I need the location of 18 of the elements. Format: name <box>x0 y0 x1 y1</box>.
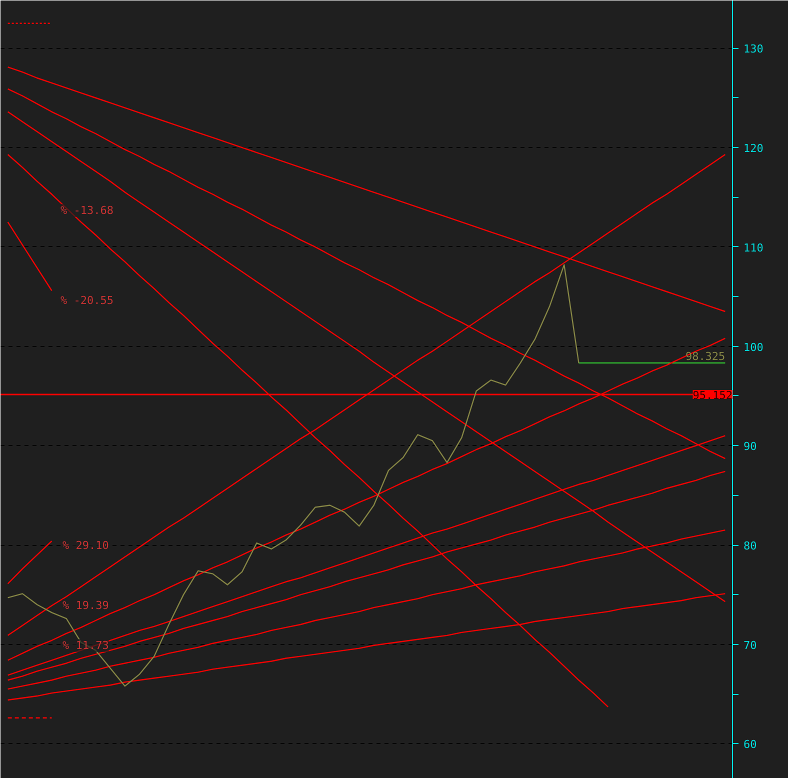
y-tick-label: 90 <box>744 440 757 454</box>
ref-line-label: 95.152 <box>692 388 733 402</box>
y-tick-label: 60 <box>744 738 757 752</box>
data-label: 98.325 <box>685 350 726 363</box>
annotation: % 19.39 <box>62 599 109 612</box>
line-series <box>7 221 52 292</box>
annotation: % 29.10 <box>62 539 109 552</box>
y-tick-label: 130 <box>744 42 764 56</box>
y-tick-label: 110 <box>744 241 764 254</box>
line-series <box>7 540 52 584</box>
y-tick-label: 80 <box>744 540 757 552</box>
annotation: % 11.73 <box>62 639 109 652</box>
y-tick-label: 120 <box>744 142 764 156</box>
annotation: % -20.55 <box>60 294 114 307</box>
y-tick-label: 100 <box>744 340 764 354</box>
y-tick-label: 70 <box>744 638 757 652</box>
line-series <box>7 264 580 687</box>
annotation: % -13.68 <box>60 204 114 217</box>
